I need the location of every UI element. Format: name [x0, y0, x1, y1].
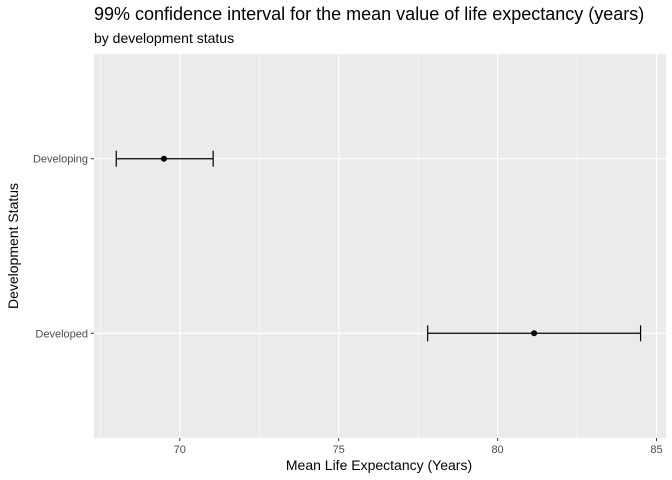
error-bars: [115, 150, 642, 342]
plot-panel: [94, 54, 666, 438]
mean-point-developing: [160, 155, 167, 162]
x-axis-title: Mean Life Expectancy (Years): [286, 457, 472, 473]
y-tick-label-developing: Developing: [33, 154, 88, 166]
chart-title: 99% confidence interval for the mean val…: [94, 4, 645, 24]
chart-subtitle: by development status: [94, 30, 235, 46]
x-tick-label: 75: [333, 444, 345, 456]
mean-point-developed: [531, 330, 538, 337]
x-tick-label: 70: [174, 444, 186, 456]
x-tick-label: 85: [650, 444, 662, 456]
axes: 70 75 80 85 Developing Developed: [33, 154, 663, 456]
y-axis-title: Development Status: [5, 183, 21, 309]
x-tick-label: 80: [491, 444, 503, 456]
y-tick-label-developed: Developed: [35, 328, 88, 340]
